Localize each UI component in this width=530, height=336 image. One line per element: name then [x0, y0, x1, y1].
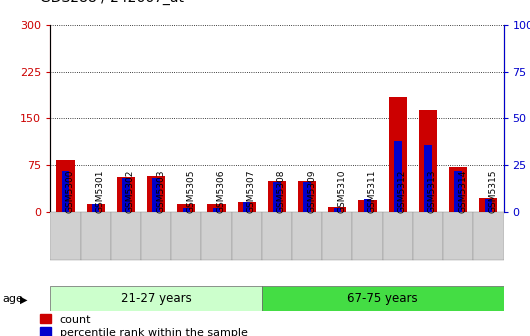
Bar — [333, 208, 341, 212]
Bar — [243, 202, 251, 212]
Bar — [50, 212, 81, 260]
Bar — [141, 212, 171, 260]
Text: GSM5307: GSM5307 — [247, 170, 255, 213]
Bar — [111, 212, 141, 260]
Bar — [207, 204, 226, 212]
Bar — [262, 212, 292, 260]
Text: age: age — [3, 294, 23, 304]
Text: GSM5313: GSM5313 — [428, 170, 437, 213]
Bar — [171, 212, 201, 260]
Text: ▶: ▶ — [20, 294, 28, 304]
Bar — [237, 202, 256, 212]
Bar — [394, 141, 402, 212]
Text: GSM5315: GSM5315 — [489, 170, 497, 213]
Bar — [449, 167, 467, 212]
Bar — [56, 160, 75, 212]
Bar — [50, 286, 262, 311]
Bar — [424, 144, 432, 212]
Text: GSM5302: GSM5302 — [126, 170, 135, 213]
Bar — [147, 176, 165, 212]
Text: GSM5314: GSM5314 — [458, 170, 467, 213]
Bar — [473, 212, 504, 260]
Bar — [92, 204, 100, 212]
Bar — [364, 199, 372, 212]
Bar — [352, 212, 383, 260]
Bar — [201, 212, 232, 260]
Bar — [358, 201, 377, 212]
Bar — [388, 97, 407, 212]
Text: GSM5310: GSM5310 — [337, 170, 346, 213]
Text: GSM5311: GSM5311 — [368, 170, 376, 213]
Bar — [454, 171, 462, 212]
Bar — [292, 212, 322, 260]
Bar — [117, 177, 135, 212]
Text: GSM5303: GSM5303 — [156, 170, 165, 213]
Bar — [298, 181, 316, 212]
Bar — [61, 171, 69, 212]
Bar — [322, 212, 352, 260]
Bar — [479, 198, 498, 212]
Bar — [484, 199, 492, 212]
Text: GSM5305: GSM5305 — [187, 170, 195, 213]
Bar — [152, 178, 160, 212]
Bar — [232, 212, 262, 260]
Bar — [177, 204, 196, 212]
Text: GSM5306: GSM5306 — [216, 170, 225, 213]
Text: 67-75 years: 67-75 years — [347, 292, 418, 305]
Bar — [443, 212, 473, 260]
Legend: count, percentile rank within the sample: count, percentile rank within the sample — [40, 314, 248, 336]
Bar — [413, 212, 443, 260]
Text: GSM5308: GSM5308 — [277, 170, 286, 213]
Text: 21-27 years: 21-27 years — [121, 292, 191, 305]
Bar — [273, 182, 281, 212]
Text: GSM5309: GSM5309 — [307, 170, 316, 213]
Bar — [213, 208, 220, 212]
Text: GSM5300: GSM5300 — [66, 170, 74, 213]
Text: GSM5312: GSM5312 — [398, 170, 407, 213]
Bar — [182, 208, 190, 212]
Bar — [419, 110, 437, 212]
Bar — [81, 212, 111, 260]
Bar — [303, 182, 311, 212]
Text: GDS288 / 242667_at: GDS288 / 242667_at — [40, 0, 184, 5]
Bar — [268, 181, 286, 212]
Bar — [328, 207, 347, 212]
Bar — [86, 204, 105, 212]
Bar — [262, 286, 504, 311]
Text: GSM5301: GSM5301 — [95, 170, 104, 213]
Bar — [383, 212, 413, 260]
Bar — [122, 178, 130, 212]
